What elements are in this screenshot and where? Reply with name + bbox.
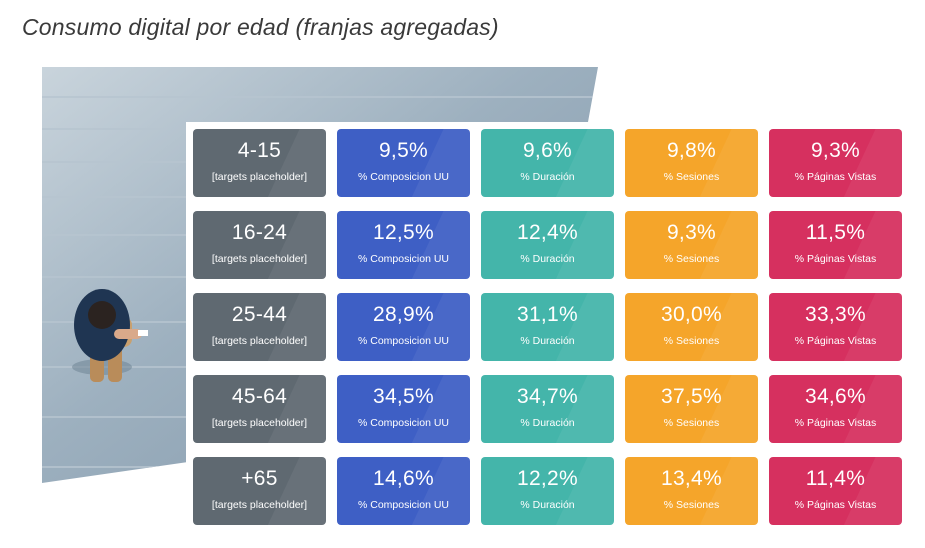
metric-value: 12,4% [516, 221, 579, 244]
metric-tile-paginas: 33,3% % Páginas Vistas [769, 293, 902, 361]
targets-placeholder-label: [targets placeholder] [211, 417, 308, 429]
metric-label: % Composicion UU [357, 253, 450, 265]
age-tile: +65 [targets placeholder] [193, 457, 326, 525]
metric-tile-paginas: 34,6% % Páginas Vistas [769, 375, 902, 443]
age-tile: 16-24 [targets placeholder] [193, 211, 326, 279]
metric-value: 9,6% [522, 139, 573, 162]
metric-value: 34,5% [372, 385, 435, 408]
metric-value: 11,5% [805, 221, 866, 244]
metric-tile-sesiones: 9,8% % Sesiones [625, 129, 758, 197]
metric-label: % Páginas Vistas [794, 253, 877, 265]
metric-value: 30,0% [660, 303, 723, 326]
metric-tile-duracion: 12,2% % Duración [481, 457, 614, 525]
metric-value: 37,5% [660, 385, 723, 408]
metric-label: % Duración [520, 499, 575, 511]
metric-tile-duracion: 34,7% % Duración [481, 375, 614, 443]
metric-label: % Composicion UU [357, 499, 450, 511]
metric-value: 28,9% [372, 303, 435, 326]
metrics-grid: 4-15 [targets placeholder] 9,5% % Composici… [193, 129, 902, 525]
metric-label: % Composicion UU [357, 335, 450, 347]
targets-placeholder-label: [targets placeholder] [211, 499, 308, 511]
age-range-label: +65 [241, 467, 278, 490]
age-tile: 25-44 [targets placeholder] [193, 293, 326, 361]
metric-label: % Composicion UU [357, 417, 450, 429]
metric-tile-duracion: 9,6% % Duración [481, 129, 614, 197]
metric-value: 9,8% [666, 139, 717, 162]
metric-label: % Duración [520, 335, 575, 347]
walking-person-figure [72, 289, 148, 382]
metric-value: 12,5% [372, 221, 435, 244]
targets-placeholder-label: [targets placeholder] [211, 335, 308, 347]
metric-tile-uu: 12,5% % Composicion UU [337, 211, 470, 279]
age-tile: 45-64 [targets placeholder] [193, 375, 326, 443]
metric-value: 34,6% [804, 385, 867, 408]
metric-tile-uu: 9,5% % Composicion UU [337, 129, 470, 197]
metric-label: % Sesiones [663, 253, 720, 265]
metric-tile-paginas: 11,4% % Páginas Vistas [769, 457, 902, 525]
metric-label: % Páginas Vistas [794, 171, 877, 183]
metric-value: 13,4% [660, 467, 723, 490]
metric-tile-sesiones: 13,4% % Sesiones [625, 457, 758, 525]
metric-tile-uu: 28,9% % Composicion UU [337, 293, 470, 361]
metric-label: % Sesiones [663, 171, 720, 183]
metric-label: % Duración [520, 171, 575, 183]
metric-tile-sesiones: 30,0% % Sesiones [625, 293, 758, 361]
metric-label: % Páginas Vistas [794, 417, 877, 429]
metric-tile-sesiones: 9,3% % Sesiones [625, 211, 758, 279]
metric-value: 9,3% [810, 139, 861, 162]
metric-value: 12,2% [516, 467, 579, 490]
metric-value: 34,7% [516, 385, 579, 408]
age-range-label: 25-44 [231, 303, 288, 326]
age-range-label: 16-24 [231, 221, 288, 244]
metric-label: % Duración [520, 417, 575, 429]
metric-label: % Páginas Vistas [794, 335, 877, 347]
metric-value: 31,1% [516, 303, 579, 326]
metric-tile-uu: 14,6% % Composicion UU [337, 457, 470, 525]
metric-label: % Sesiones [663, 499, 720, 511]
targets-placeholder-label: [targets placeholder] [211, 253, 308, 265]
metric-tile-paginas: 9,3% % Páginas Vistas [769, 129, 902, 197]
metric-tile-duracion: 12,4% % Duración [481, 211, 614, 279]
metric-tile-paginas: 11,5% % Páginas Vistas [769, 211, 902, 279]
metric-tile-uu: 34,5% % Composicion UU [337, 375, 470, 443]
metric-label: % Duración [520, 253, 575, 265]
metric-tile-sesiones: 37,5% % Sesiones [625, 375, 758, 443]
metric-label: % Sesiones [663, 417, 720, 429]
metric-label: % Sesiones [663, 335, 720, 347]
metric-label: % Páginas Vistas [794, 499, 877, 511]
age-tile: 4-15 [targets placeholder] [193, 129, 326, 197]
metric-value: 14,6% [372, 467, 435, 490]
age-range-label: 4-15 [237, 139, 282, 162]
targets-placeholder-label: [targets placeholder] [211, 171, 308, 183]
metric-value: 9,5% [378, 139, 429, 162]
metric-value: 33,3% [804, 303, 867, 326]
metric-value: 11,4% [805, 467, 866, 490]
metric-value: 9,3% [666, 221, 717, 244]
age-range-label: 45-64 [231, 385, 288, 408]
page-title: Consumo digital por edad (franjas agrega… [22, 14, 499, 40]
metric-label: % Composicion UU [357, 171, 450, 183]
metric-tile-duracion: 31,1% % Duración [481, 293, 614, 361]
